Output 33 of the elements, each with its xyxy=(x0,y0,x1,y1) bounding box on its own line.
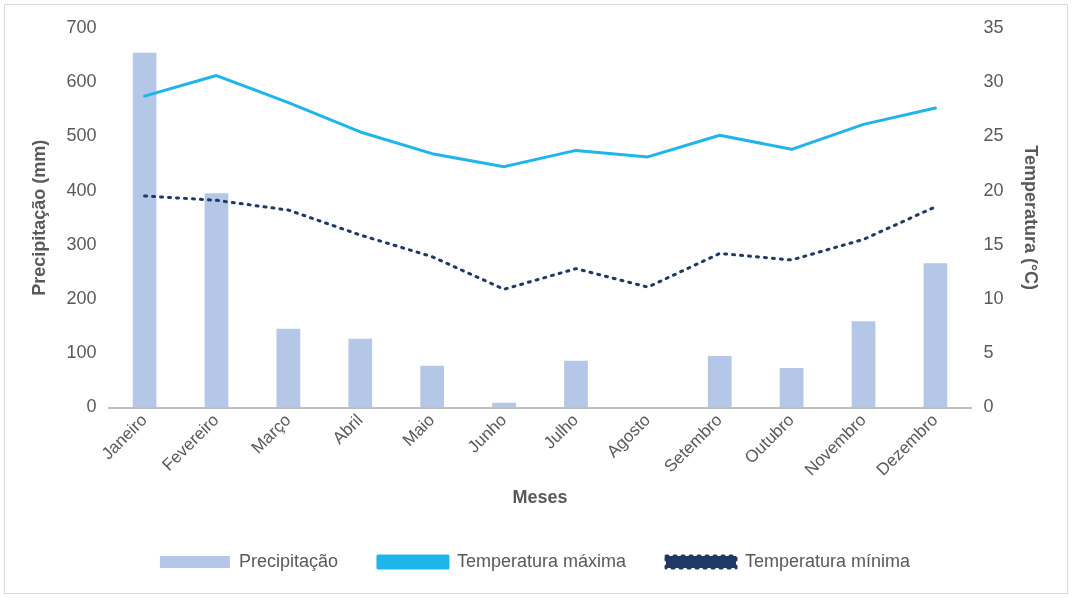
bar xyxy=(707,355,732,408)
y-tick-label: 400 xyxy=(66,179,97,200)
legend-label: Precipitação xyxy=(238,550,338,571)
y2-tick-label: 5 xyxy=(983,342,994,363)
y2-tick-label: 10 xyxy=(983,288,1004,308)
y-tick-label: 200 xyxy=(66,288,97,308)
y-tick-label: 700 xyxy=(66,16,97,37)
bar xyxy=(779,367,804,408)
y2-tick-label: 30 xyxy=(983,71,1004,92)
x-axis-title: Meses xyxy=(512,487,568,508)
y-axis-title: Precipitação (mm) xyxy=(28,139,49,296)
y-tick-label: 0 xyxy=(86,396,97,417)
bar xyxy=(420,365,445,408)
line-series xyxy=(143,194,937,291)
bar xyxy=(923,263,948,408)
legend-label: Temperatura mínima xyxy=(745,550,912,571)
y2-tick-label: 0 xyxy=(983,396,994,417)
legend-label: Temperatura máxima xyxy=(456,550,628,571)
y-tick-label: 100 xyxy=(66,342,97,363)
y-tick-label: 300 xyxy=(66,233,97,254)
y-tick-label: 500 xyxy=(66,125,97,146)
y-tick-label: 600 xyxy=(66,71,97,92)
y2-tick-label: 15 xyxy=(983,233,1004,254)
y2-tick-label: 25 xyxy=(983,125,1004,146)
bar xyxy=(276,328,301,408)
bar xyxy=(132,52,157,408)
y2-tick-label: 35 xyxy=(983,16,1004,37)
y2-tick-label: 20 xyxy=(983,179,1004,200)
bar xyxy=(564,360,588,408)
y2-axis-title: Temperatura (°C) xyxy=(1021,145,1042,291)
bar xyxy=(348,338,373,408)
bar xyxy=(204,193,229,408)
bar xyxy=(851,321,876,408)
